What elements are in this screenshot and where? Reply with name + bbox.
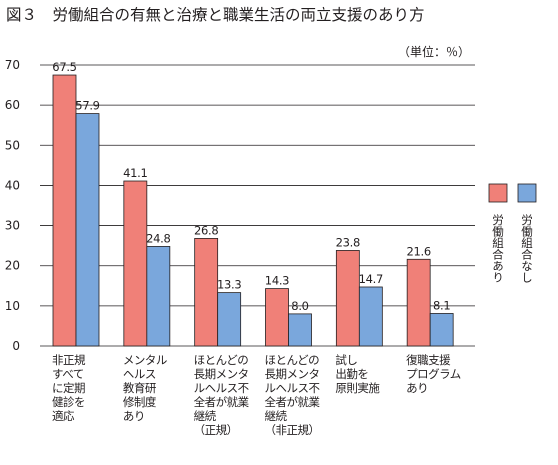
x-category-label-line: メンタル	[122, 353, 168, 367]
bar-value-label: 14.3	[265, 274, 289, 288]
bar-with-union	[406, 258, 431, 347]
bar-value-label: 26.8	[194, 223, 218, 237]
y-tick-label: 30	[5, 219, 20, 233]
x-category-label: 非正規 すべて に定期 健診を 適応	[52, 353, 86, 423]
bar-without-union	[217, 292, 242, 347]
bar-without-union	[146, 246, 171, 347]
bar-without-union	[288, 313, 312, 347]
y-tick-label: 60	[5, 98, 20, 112]
bar-with-union	[265, 288, 289, 347]
bar-without-union	[75, 113, 100, 347]
x-category-label-line: 継続	[193, 409, 217, 423]
x-category-label-line: （非正規）	[264, 423, 321, 437]
x-category-label-line: に定期	[52, 381, 86, 395]
x-category-label-line: 全者が就業	[264, 395, 321, 409]
bar-value-label: 57.9	[75, 99, 99, 113]
x-category-label-line: 全者が就業	[193, 395, 250, 409]
bar-value-label: 23.8	[336, 235, 360, 249]
bar-with-union	[123, 180, 148, 347]
x-category-label-line: 原則実施	[335, 381, 380, 395]
bar-value-label: 24.8	[146, 231, 170, 245]
chart-title: 図３ 労働組合の有無と治療と職業生活の両立支援のあり方	[6, 6, 425, 24]
y-tick-label: 50	[5, 138, 20, 152]
x-category-label-line: 長期メンタ	[264, 367, 321, 381]
bar-value-label: 41.1	[123, 166, 147, 180]
x-category-label: ほとんどの 長期メンタ ルヘルス不 全者が就業 継続 （正規）	[193, 353, 250, 437]
x-category-label-line: ほとんどの	[193, 353, 249, 367]
x-category-label-line: 復職支援	[406, 353, 451, 367]
x-category-label-line: 試し	[335, 353, 358, 367]
x-category-label-line: 適応	[52, 409, 75, 423]
bar-value-label: 8.1	[433, 298, 450, 312]
bar-with-union	[194, 238, 219, 347]
x-category-label-line: ルヘルス不	[264, 381, 321, 395]
bar-without-union	[429, 313, 454, 347]
x-category-label-line: ほとんどの	[264, 353, 320, 367]
x-category-label-line: 修制度	[122, 395, 157, 409]
x-category-label-line: （正規）	[193, 423, 239, 437]
legend-label: 労働組合なし	[520, 214, 534, 283]
bar-value-label: 13.3	[217, 278, 241, 292]
x-category-label-line: ヘルス	[122, 367, 157, 381]
bar-value-label: 14.7	[359, 272, 383, 286]
y-tick-label: 0	[12, 339, 20, 353]
unit-label: （単位：％）	[398, 45, 471, 59]
x-category-label: 試し 出勤を 原則実施	[335, 353, 380, 395]
x-category-label-line: 出勤を	[335, 367, 369, 381]
x-category-label: ほとんどの 長期メンタ ルヘルス不 全者が就業 継続 （非正規）	[264, 353, 321, 437]
bar-with-union	[52, 74, 77, 347]
bar-value-label: 67.5	[52, 60, 76, 74]
bar-without-union	[358, 286, 383, 347]
x-category-label-line: プログラム	[406, 367, 461, 381]
x-category-label: 復職支援 プログラム あり	[406, 353, 461, 395]
y-tick-label: 40	[5, 178, 20, 192]
y-tick-label: 70	[5, 58, 20, 72]
x-category-label-line: 非正規	[52, 353, 86, 367]
bar-with-union	[335, 250, 360, 347]
x-category-label-line: 長期メンタ	[193, 367, 250, 381]
x-category-label-line: ルヘルス不	[193, 381, 250, 395]
y-tick-label: 10	[5, 299, 20, 313]
bar-value-label: 8.0	[291, 299, 308, 313]
x-category-label-line: すべて	[52, 367, 84, 381]
legend-label: 労働組合あり	[491, 214, 505, 283]
bar-value-label: 21.6	[406, 244, 430, 258]
x-category-label-line: あり	[406, 381, 429, 395]
legend-swatch-with-union	[488, 183, 508, 203]
y-tick-label: 20	[5, 259, 20, 273]
legend-swatch-without-union	[517, 183, 537, 203]
x-category-label-line: 教育研	[122, 381, 157, 395]
x-category-label-line: 健診を	[52, 395, 86, 409]
x-category-label-line: あり	[122, 409, 146, 423]
x-category-label: メンタル ヘルス 教育研 修制度 あり	[122, 353, 168, 423]
x-category-label-line: 継続	[264, 409, 288, 423]
